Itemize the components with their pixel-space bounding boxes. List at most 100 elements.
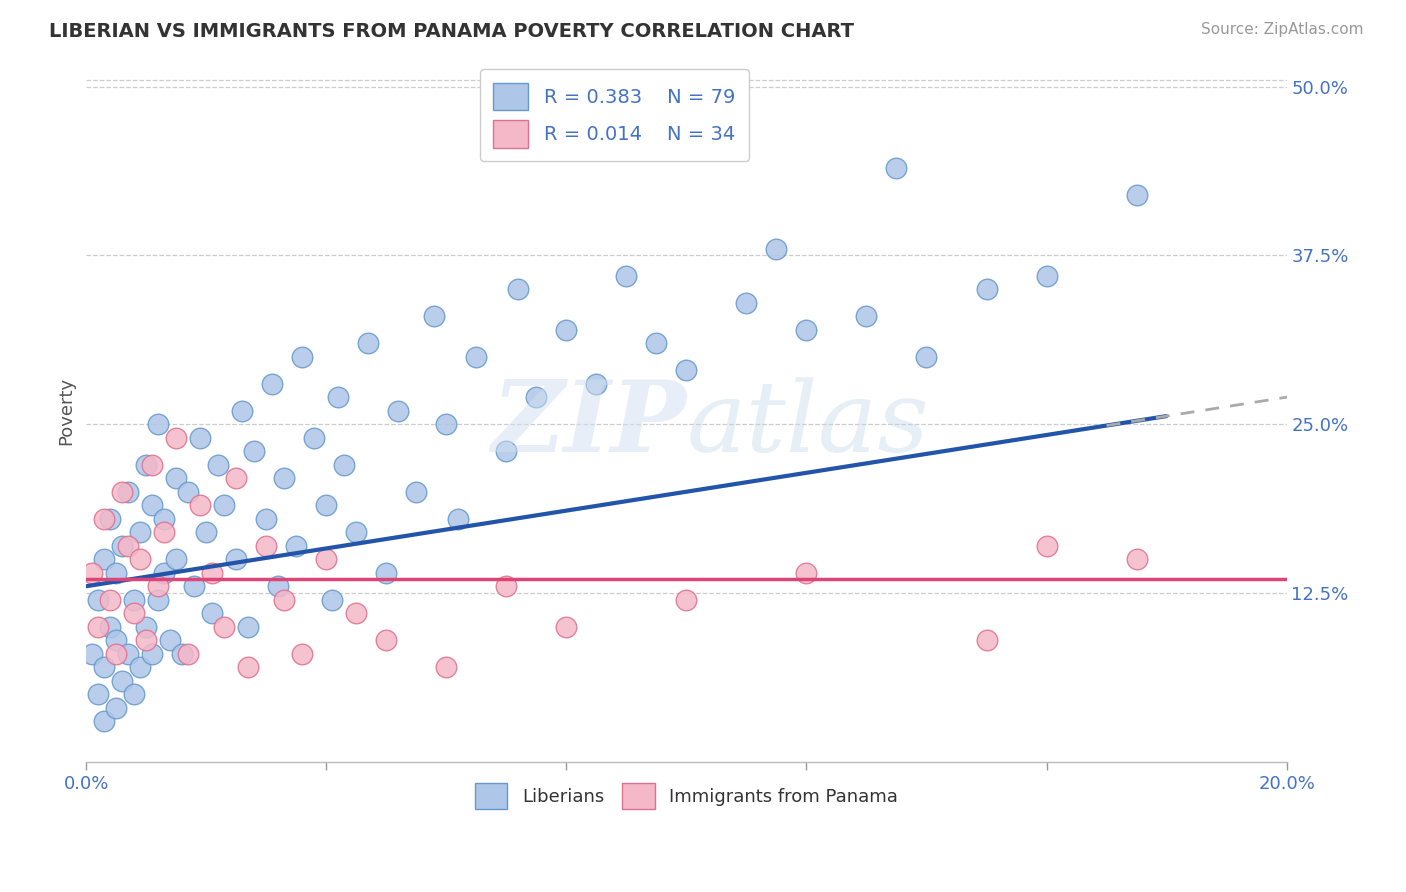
- Point: [124, 606, 146, 620]
- Point: [495, 579, 517, 593]
- Point: [375, 633, 398, 648]
- Point: [159, 633, 181, 648]
- Point: [93, 512, 115, 526]
- Point: [976, 282, 998, 296]
- Text: Source: ZipAtlas.com: Source: ZipAtlas.com: [1201, 22, 1364, 37]
- Point: [129, 525, 152, 540]
- Point: [82, 566, 104, 580]
- Point: [328, 390, 350, 404]
- Point: [148, 417, 170, 432]
- Point: [387, 403, 409, 417]
- Point: [117, 539, 139, 553]
- Point: [141, 498, 163, 512]
- Point: [124, 687, 146, 701]
- Point: [886, 161, 908, 175]
- Point: [447, 512, 470, 526]
- Point: [344, 525, 367, 540]
- Point: [105, 700, 128, 714]
- Point: [188, 498, 211, 512]
- Point: [153, 566, 176, 580]
- Point: [267, 579, 290, 593]
- Point: [153, 525, 176, 540]
- Point: [616, 268, 638, 283]
- Point: [117, 647, 139, 661]
- Point: [238, 620, 260, 634]
- Point: [495, 444, 517, 458]
- Point: [315, 498, 337, 512]
- Point: [165, 431, 187, 445]
- Point: [526, 390, 548, 404]
- Point: [915, 350, 938, 364]
- Point: [117, 484, 139, 499]
- Point: [111, 673, 134, 688]
- Point: [796, 323, 818, 337]
- Point: [273, 471, 295, 485]
- Point: [855, 309, 877, 323]
- Point: [177, 647, 200, 661]
- Point: [238, 660, 260, 674]
- Point: [129, 552, 152, 566]
- Point: [333, 458, 356, 472]
- Point: [225, 471, 247, 485]
- Legend: Liberians, Immigrants from Panama: Liberians, Immigrants from Panama: [468, 776, 905, 816]
- Point: [214, 498, 236, 512]
- Point: [291, 647, 314, 661]
- Point: [82, 647, 104, 661]
- Point: [165, 552, 187, 566]
- Point: [105, 633, 128, 648]
- Point: [357, 336, 380, 351]
- Point: [321, 592, 343, 607]
- Point: [1035, 268, 1057, 283]
- Point: [262, 376, 284, 391]
- Point: [585, 376, 607, 391]
- Point: [153, 512, 176, 526]
- Point: [315, 552, 337, 566]
- Point: [111, 484, 134, 499]
- Point: [555, 323, 578, 337]
- Point: [135, 458, 157, 472]
- Point: [434, 417, 457, 432]
- Point: [93, 552, 115, 566]
- Point: [231, 403, 253, 417]
- Point: [129, 660, 152, 674]
- Point: [87, 592, 110, 607]
- Point: [976, 633, 998, 648]
- Point: [93, 660, 115, 674]
- Point: [304, 431, 326, 445]
- Point: [148, 592, 170, 607]
- Point: [225, 552, 247, 566]
- Text: atlas: atlas: [686, 377, 929, 473]
- Point: [195, 525, 218, 540]
- Point: [141, 647, 163, 661]
- Point: [135, 633, 157, 648]
- Point: [98, 620, 121, 634]
- Point: [87, 620, 110, 634]
- Point: [555, 620, 578, 634]
- Point: [111, 539, 134, 553]
- Point: [465, 350, 488, 364]
- Point: [135, 620, 157, 634]
- Point: [508, 282, 530, 296]
- Point: [1035, 539, 1057, 553]
- Point: [93, 714, 115, 729]
- Point: [188, 431, 211, 445]
- Point: [1125, 187, 1147, 202]
- Point: [1125, 552, 1147, 566]
- Text: LIBERIAN VS IMMIGRANTS FROM PANAMA POVERTY CORRELATION CHART: LIBERIAN VS IMMIGRANTS FROM PANAMA POVER…: [49, 22, 855, 41]
- Point: [177, 484, 200, 499]
- Point: [207, 458, 229, 472]
- Point: [124, 592, 146, 607]
- Point: [375, 566, 398, 580]
- Point: [141, 458, 163, 472]
- Point: [87, 687, 110, 701]
- Point: [105, 647, 128, 661]
- Point: [254, 539, 277, 553]
- Y-axis label: Poverty: Poverty: [58, 376, 75, 445]
- Text: ZIP: ZIP: [492, 376, 686, 473]
- Point: [273, 592, 295, 607]
- Point: [291, 350, 314, 364]
- Point: [405, 484, 427, 499]
- Point: [423, 309, 446, 323]
- Point: [172, 647, 194, 661]
- Point: [165, 471, 187, 485]
